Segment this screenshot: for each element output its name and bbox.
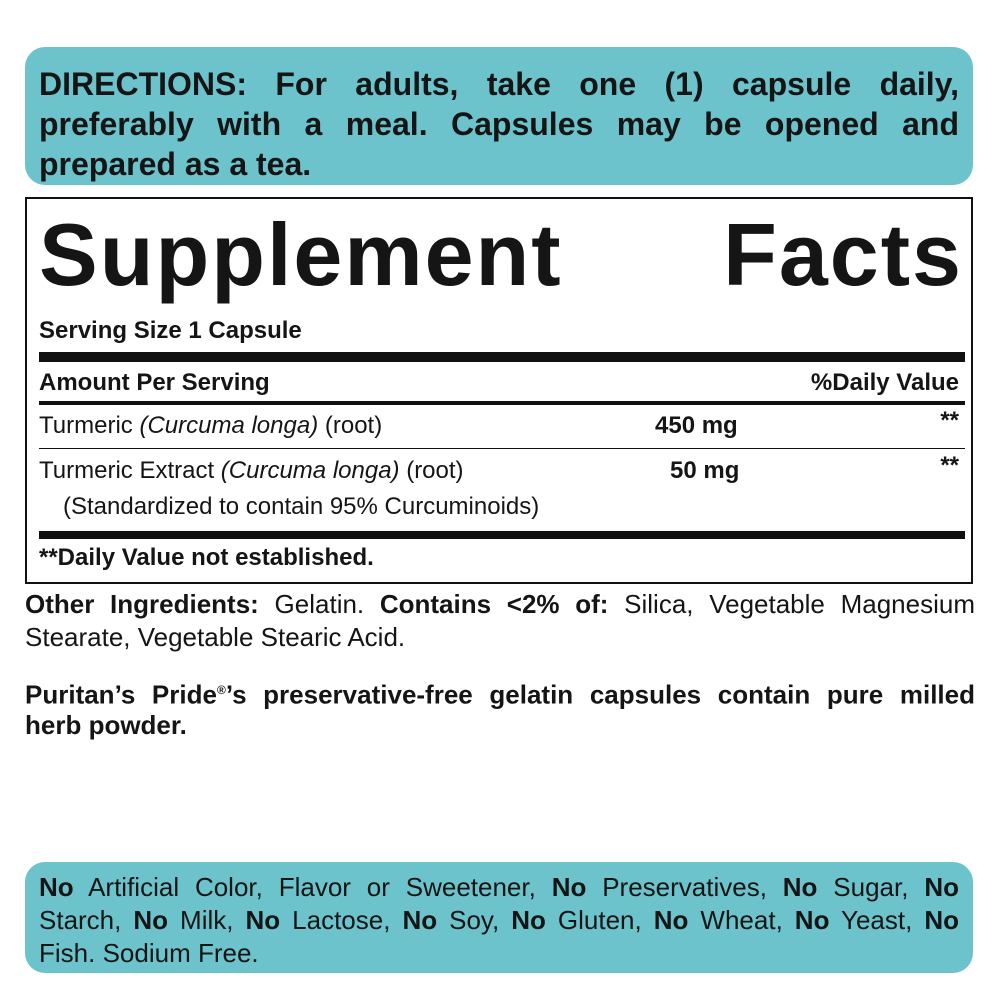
- header-daily-value: %Daily Value: [810, 369, 959, 396]
- free-from-no: No: [511, 905, 546, 935]
- free-from-text: Milk,: [168, 905, 246, 935]
- free-from-text: Gluten,: [545, 905, 654, 935]
- free-from-no: No: [245, 905, 281, 935]
- directions-box: DIRECTIONS: For adults, take one (1) cap…: [25, 47, 973, 185]
- divider-thick: [39, 531, 965, 539]
- serving-size: Serving Size 1 Capsule: [39, 317, 302, 344]
- free-from-no: No: [551, 872, 587, 902]
- divider-thick: [39, 352, 965, 362]
- free-from-line: Fish. Sodium Free.: [39, 936, 259, 970]
- brand-note: Puritan’s Pride®’s preservative-free gel…: [0, 674, 1000, 754]
- other-ingredients-line: Other Ingredients: Gelatin. Contains <2%…: [25, 589, 975, 619]
- free-from-text: Artificial Color, Flavor or Sweetener,: [73, 872, 552, 902]
- free-from-text: Wheat,: [688, 905, 795, 935]
- free-from-no: No: [782, 872, 818, 902]
- free-from-box: No Artificial Color, Flavor or Sweetener…: [25, 862, 973, 973]
- directions-line: preferably with a meal. Capsules may be …: [39, 106, 959, 142]
- free-from-text: Yeast,: [829, 905, 925, 935]
- ingredient-dv: **: [940, 407, 959, 434]
- directions-line: prepared as a tea.: [39, 146, 312, 182]
- free-from-text: Sugar,: [817, 872, 925, 902]
- brand-note-line: herb powder.: [25, 710, 187, 740]
- free-from-no: No: [794, 905, 830, 935]
- divider-medium: [39, 401, 965, 405]
- free-from-no: No: [653, 905, 689, 935]
- free-from-text: Soy,: [437, 905, 512, 935]
- ingredient-amount: 450 mg: [655, 412, 738, 439]
- brand-note-line: Puritan’s Pride®’s preservative-free gel…: [25, 679, 975, 710]
- panel-title: Supplement Facts: [39, 205, 963, 304]
- free-from-no: No: [402, 905, 438, 935]
- ingredient-note: (Standardized to contain 95% Curcuminoid…: [63, 493, 540, 520]
- other-ingredients-line: Stearate, Vegetable Stearic Acid.: [25, 622, 406, 652]
- ingredient-amount: 50 mg: [670, 457, 740, 484]
- free-from-line: No Artificial Color, Flavor or Sweetener…: [39, 870, 959, 904]
- free-from-no: No: [133, 905, 169, 935]
- free-from-text: Preservatives,: [586, 872, 783, 902]
- divider-thin: [39, 448, 965, 449]
- ingredient-row-name: Turmeric Extract (Curcuma longa) (root): [39, 457, 464, 484]
- ingredient-row-name: Turmeric (Curcuma longa) (root): [39, 412, 383, 439]
- free-from-line: Starch, No Milk, No Lactose, No Soy, No …: [39, 903, 959, 937]
- header-amount: Amount Per Serving: [39, 369, 270, 396]
- free-from-text: Fish. Sodium Free.: [39, 938, 259, 968]
- other-ingredients: Other Ingredients: Gelatin. Contains <2%…: [0, 588, 1000, 668]
- free-from-no: No: [924, 872, 959, 902]
- directions-line: DIRECTIONS: For adults, take one (1) cap…: [39, 66, 959, 102]
- free-from-text: Lactose,: [280, 905, 403, 935]
- supplement-facts-panel: Supplement Facts Serving Size 1 Capsule …: [25, 197, 973, 584]
- free-from-no: No: [924, 905, 959, 935]
- footnote: **Daily Value not established.: [39, 544, 374, 571]
- free-from-text: Starch,: [39, 905, 134, 935]
- free-from-no: No: [39, 872, 74, 902]
- ingredient-dv: **: [940, 452, 959, 479]
